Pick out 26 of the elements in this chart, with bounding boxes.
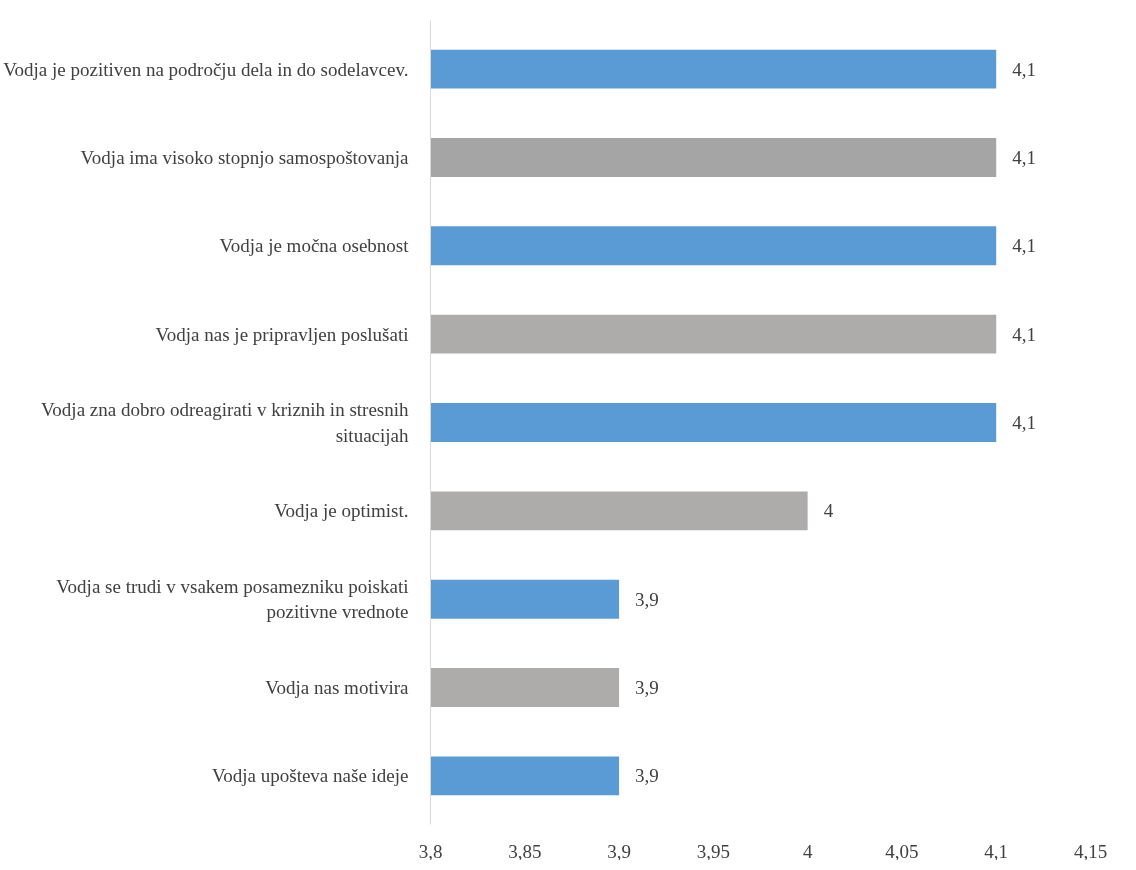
x-tick-label: 4,15 <box>1073 840 1108 862</box>
x-tick-label: 4 <box>802 840 813 862</box>
y-tick-label: Vodja zna dobro odreagirati v kriznih in stresnih situacijah <box>41 399 409 446</box>
y-tick-label: Vodja je močna osebnost <box>219 235 410 257</box>
data-label: 4 <box>823 500 834 522</box>
data-label: 3,9 <box>635 765 659 787</box>
x-tick-label: 3,9 <box>607 840 631 862</box>
y-tick-label: Vodja je pozitiven na področju dela in do sodelavcev. <box>3 58 409 80</box>
y-tick-label: Vodja nas motivira <box>265 677 410 699</box>
x-tick-label: 3,95 <box>696 840 730 862</box>
data-label: 4,1 <box>1012 323 1036 345</box>
y-tick-label: Vodja se trudi v vsakem posamezniku poiskati pozitivne vrednote <box>56 576 409 623</box>
x-tick-label: 3,85 <box>508 840 542 862</box>
data-label: 3,9 <box>635 588 659 610</box>
x-tick-label: 4,05 <box>885 840 919 862</box>
y-tick-label: Vodja nas je pripravljen poslušati <box>155 323 409 345</box>
y-tick-label: Vodja je optimist. <box>274 500 409 522</box>
data-label: 4,1 <box>1012 58 1036 80</box>
data-label: 3,9 <box>635 677 659 699</box>
data-label: 4,1 <box>1012 235 1036 257</box>
x-tick-label: 3,8 <box>418 840 443 862</box>
x-tick-label: 4,1 <box>984 840 1009 862</box>
y-tick-label: Vodja ima visoko stopnjo samospoštovanja <box>80 146 410 168</box>
y-tick-label: Vodja upošteva naše ideje <box>212 765 409 787</box>
data-label: 4,1 <box>1012 146 1036 168</box>
data-label: 4,1 <box>1012 412 1036 433</box>
